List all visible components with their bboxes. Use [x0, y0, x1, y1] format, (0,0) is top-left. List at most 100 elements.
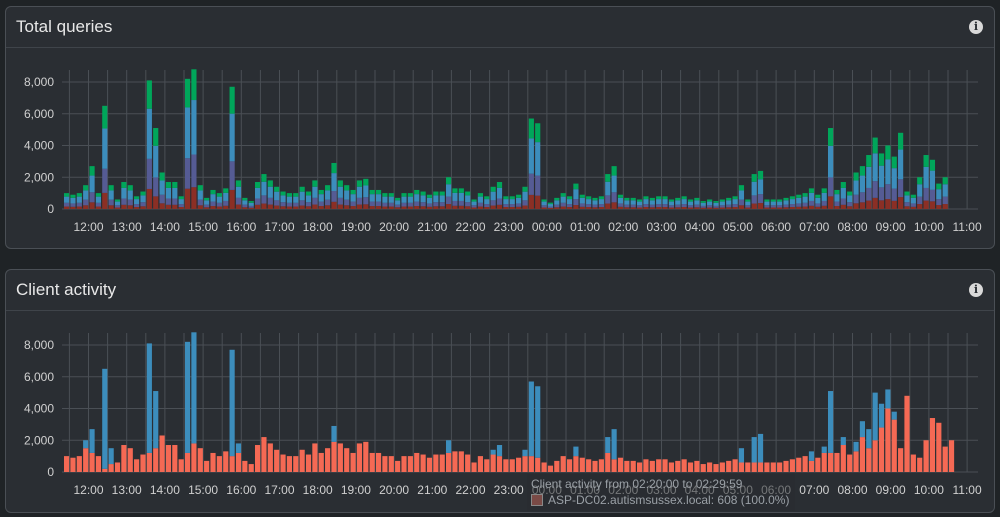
bar [140, 454, 146, 472]
bar [528, 456, 534, 472]
bar [414, 452, 420, 472]
bar [401, 196, 407, 203]
bar [516, 457, 522, 472]
bar [885, 145, 891, 160]
bar [223, 205, 229, 209]
x-tick-label: 09:00 [876, 220, 906, 234]
bar [274, 205, 280, 209]
bar [681, 196, 687, 200]
bar [165, 445, 172, 472]
bar [102, 105, 108, 129]
bar [159, 180, 165, 195]
bar [598, 196, 604, 200]
bar [395, 204, 401, 208]
bar [121, 445, 127, 472]
bar [815, 194, 821, 198]
bar [917, 196, 923, 205]
bar [216, 206, 222, 209]
bar [89, 429, 95, 453]
bar [535, 123, 541, 143]
bar [547, 202, 554, 205]
bar [414, 194, 420, 202]
bar [325, 205, 331, 209]
bar [496, 456, 503, 472]
bar [248, 205, 254, 208]
bar [637, 205, 643, 208]
bar [681, 207, 687, 209]
x-tick-label: 19:00 [341, 483, 371, 497]
bar [261, 181, 267, 196]
bar [828, 196, 834, 209]
bar [153, 448, 159, 472]
bar [917, 457, 923, 472]
bar [656, 196, 662, 200]
bar [337, 197, 343, 205]
x-tick-label: 20:00 [379, 483, 409, 497]
bar [140, 206, 146, 209]
bar [465, 206, 471, 209]
bar [108, 464, 114, 472]
bar [611, 175, 617, 193]
bar [777, 207, 783, 209]
bar [904, 206, 910, 209]
bar [700, 202, 706, 206]
bar [305, 195, 312, 203]
bar [923, 200, 929, 209]
bar [821, 188, 827, 193]
bar [242, 197, 248, 201]
bar [630, 207, 636, 209]
bar [503, 204, 509, 208]
bar [509, 199, 515, 205]
bar [707, 462, 713, 472]
bar [477, 193, 483, 197]
bar [649, 197, 655, 201]
bar [210, 201, 216, 207]
bar [738, 190, 745, 200]
bar [305, 202, 312, 207]
x-tick-label: 18:00 [303, 483, 333, 497]
bar [153, 177, 159, 197]
client-activity-chart[interactable]: 0 2,000 4,000 6,000 8,000 12:00 13:00 14:00 15:0… [6, 270, 994, 512]
bar [363, 197, 369, 205]
bar [350, 194, 356, 202]
total-queries-chart[interactable]: 0 2,000 4,000 6,000 8,000 12:00 13:00 14:00 15:0… [6, 7, 994, 248]
bar [904, 195, 910, 203]
bar [64, 196, 70, 203]
bar [216, 202, 222, 207]
bar [439, 195, 445, 203]
bar [617, 194, 624, 198]
bar [204, 204, 210, 208]
bar [611, 459, 617, 472]
bar [471, 205, 477, 208]
bar [356, 443, 363, 472]
bar [662, 204, 668, 208]
bar [668, 199, 674, 202]
info-circle-icon[interactable]: i [969, 283, 983, 297]
bar [490, 186, 496, 192]
bar [83, 205, 89, 209]
bar [446, 184, 452, 197]
bar [891, 168, 897, 189]
bar [121, 204, 127, 209]
bar [204, 207, 210, 209]
bar [248, 202, 254, 206]
bar [637, 199, 643, 202]
bar [165, 198, 172, 205]
bar [344, 448, 350, 472]
bar [828, 452, 834, 472]
bar [261, 195, 267, 204]
bar [668, 201, 674, 206]
bar [624, 207, 630, 209]
bar [350, 452, 356, 472]
bar [847, 206, 853, 209]
bar [789, 196, 795, 200]
bar [274, 186, 280, 192]
bar [121, 198, 127, 205]
bar [477, 196, 483, 203]
client-activity-panel: Client activity i 0 2,000 4,000 6,000 8,000 1… [5, 269, 995, 513]
bar [611, 429, 617, 460]
bar [796, 457, 802, 472]
y-tick-label: 8,000 [24, 338, 54, 352]
bar [560, 196, 566, 203]
info-circle-icon[interactable]: i [969, 20, 983, 34]
